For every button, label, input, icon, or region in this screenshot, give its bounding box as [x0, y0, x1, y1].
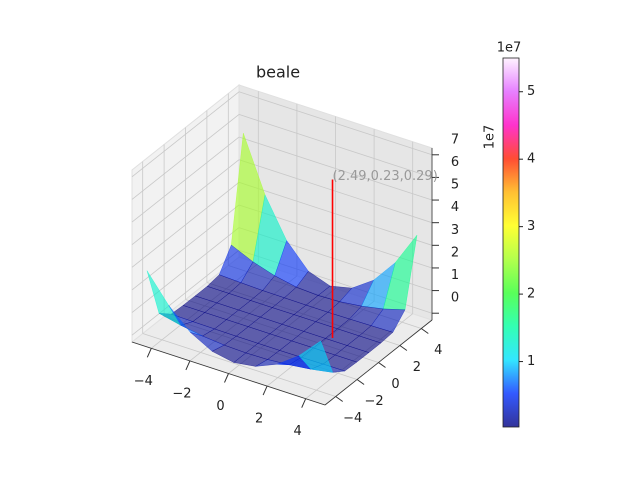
y-tick	[421, 328, 429, 334]
grid-line	[238, 136, 433, 201]
grid-line	[142, 333, 336, 397]
y-tick	[356, 379, 365, 385]
z-tick-label: 6	[451, 155, 459, 170]
y-tick-label: 2	[413, 360, 421, 375]
colorbar-tick-label: 3	[527, 219, 535, 234]
colorbar-tick-label: 5	[527, 84, 535, 99]
grid-line	[131, 114, 240, 200]
y-axis-line	[324, 319, 433, 406]
colorbar-tick-label: 2	[527, 287, 535, 302]
grid-line	[238, 91, 433, 156]
chart-title: beale	[256, 63, 300, 82]
x-tick-label: 4	[294, 424, 302, 439]
y-tick-label: −4	[343, 411, 362, 426]
x-tick-label: −2	[172, 386, 191, 401]
y-tick	[378, 362, 386, 368]
grid-line	[131, 227, 240, 313]
z-offset-label: 1e7	[483, 125, 498, 150]
x-tick-label: 2	[255, 412, 263, 427]
y-tick-label: 4	[434, 343, 442, 358]
y-tick	[335, 396, 343, 402]
x-tick	[146, 348, 152, 358]
z-tick-label: 5	[451, 178, 459, 193]
y-tick-label: −2	[365, 394, 384, 409]
colorbar-tick-label: 1	[527, 354, 535, 369]
z-tick-label: 7	[451, 132, 459, 147]
x-tick	[301, 398, 307, 408]
grid-line	[131, 159, 240, 245]
x-tick	[262, 385, 268, 396]
x-tick	[224, 373, 229, 383]
grid-line	[131, 91, 240, 178]
x-tick-label: 0	[216, 399, 224, 414]
z-tick-label: 1	[451, 268, 459, 283]
grid-line	[238, 181, 433, 246]
x-tick	[185, 360, 191, 371]
colorbar-tick-label: 4	[527, 152, 535, 167]
colorbar-offset-label: 1e7	[497, 41, 522, 56]
y-tick	[399, 345, 408, 351]
z-tick-label: 4	[451, 200, 459, 215]
y-tick-label: 0	[391, 377, 399, 392]
z-tick-label: 0	[451, 291, 459, 306]
x-tick-label: −4	[134, 374, 153, 389]
colorbar	[502, 57, 520, 428]
grid-line	[131, 182, 240, 268]
z-tick-label: 2	[451, 245, 459, 260]
grid-line	[238, 114, 433, 178]
grid-line	[238, 159, 433, 224]
annotation-text: (2.49,0.23,0.29)	[333, 169, 438, 184]
grid-line	[131, 249, 240, 336]
grid-line	[131, 136, 240, 223]
x-axis-line	[131, 341, 326, 406]
z-tick-label: 3	[451, 223, 459, 238]
surface-patch	[298, 340, 334, 373]
